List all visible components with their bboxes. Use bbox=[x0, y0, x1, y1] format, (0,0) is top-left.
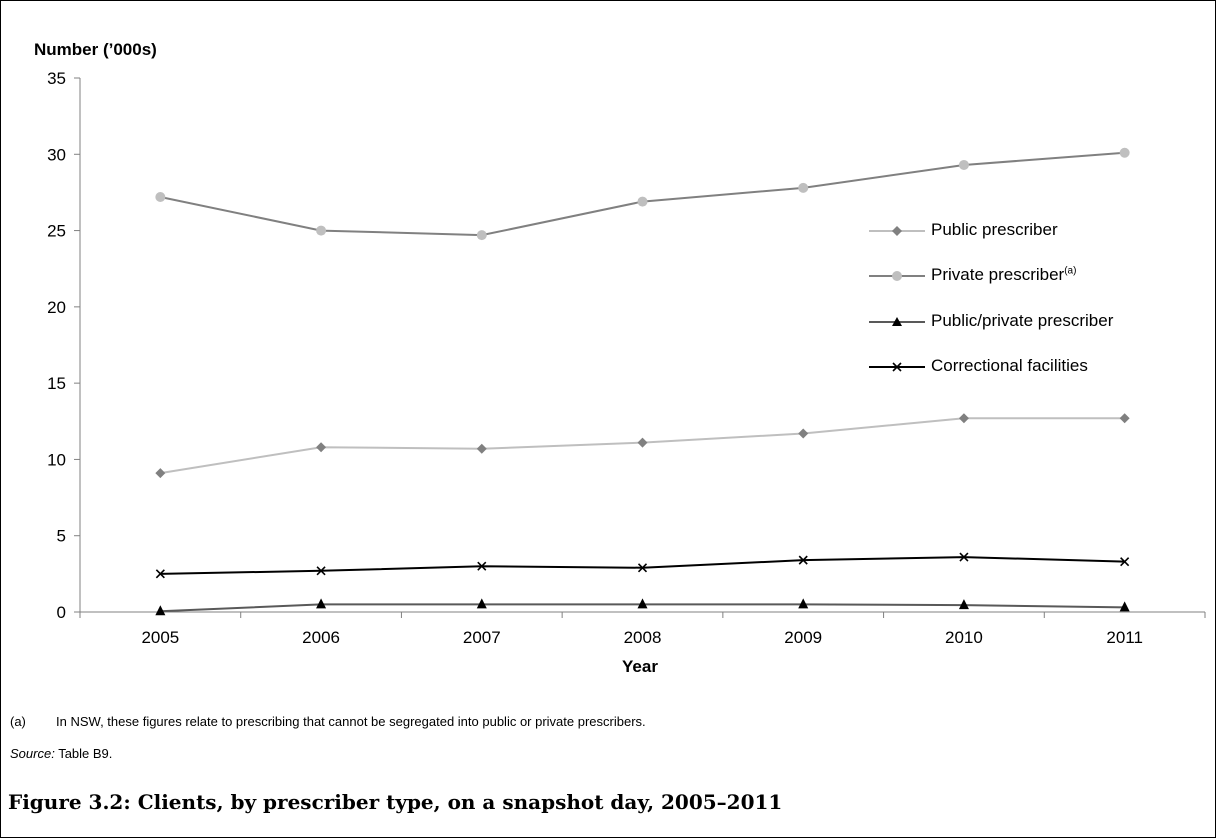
legend-superscript: (a) bbox=[1064, 265, 1077, 277]
y-tick-label: 15 bbox=[47, 374, 66, 393]
data-point-triangle bbox=[958, 599, 969, 610]
y-tick-label: 0 bbox=[57, 603, 66, 622]
data-point-diamond bbox=[155, 468, 166, 479]
x-tick-label: 2007 bbox=[463, 628, 501, 647]
data-point-triangle bbox=[155, 605, 166, 616]
legend-label: Correctional facilities bbox=[931, 356, 1088, 375]
footnote: (a) In NSW, these figures relate to presc… bbox=[10, 714, 646, 729]
x-tick-label: 2005 bbox=[141, 628, 179, 647]
data-point-triangle bbox=[798, 598, 809, 609]
data-point-diamond bbox=[798, 428, 809, 439]
data-point-circle bbox=[958, 159, 969, 170]
data-point-cross bbox=[637, 563, 648, 573]
data-point-circle bbox=[476, 230, 487, 241]
footnote-text: In NSW, these figures relate to prescrib… bbox=[56, 714, 646, 729]
data-point-diamond bbox=[637, 437, 648, 448]
figure-caption: Figure 3.2: Clients, by prescriber type,… bbox=[8, 790, 783, 814]
data-point-cross bbox=[959, 552, 969, 562]
data-point-circle bbox=[316, 225, 327, 236]
data-point-triangle bbox=[476, 598, 487, 609]
data-point-circle bbox=[798, 182, 809, 193]
data-point-cross bbox=[155, 569, 165, 579]
data-point-diamond bbox=[1119, 413, 1130, 424]
data-point-circle bbox=[155, 192, 166, 203]
data-point-diamond bbox=[316, 442, 327, 453]
data-point-triangle bbox=[637, 598, 648, 609]
source-note: Source: Table B9. bbox=[10, 746, 112, 761]
source-label: Source: bbox=[10, 746, 55, 761]
legend-swatch-cross-icon bbox=[869, 362, 925, 372]
series-line-3 bbox=[160, 556, 1125, 575]
data-point-triangle bbox=[1119, 601, 1130, 612]
legend-label: Public/private prescriber bbox=[931, 311, 1114, 330]
legend-swatch-triangle-icon bbox=[869, 317, 925, 326]
source-text: Table B9. bbox=[54, 746, 113, 761]
line-chart: 0 5 10 15 20 25 30 35 2005 2006 2007 2008 2009 2010 20… bbox=[47, 69, 1206, 647]
legend-label: Public prescriber bbox=[931, 220, 1058, 239]
data-point-circle bbox=[637, 196, 648, 207]
footnote-marker: (a) bbox=[10, 714, 26, 729]
y-tick-label: 20 bbox=[47, 298, 66, 317]
data-point-diamond bbox=[958, 413, 969, 424]
data-point-cross bbox=[477, 561, 487, 571]
data-point-cross bbox=[798, 555, 808, 565]
data-point-cross bbox=[1120, 557, 1130, 567]
data-point-cross bbox=[316, 566, 326, 576]
y-tick-label: 25 bbox=[47, 222, 66, 241]
x-tick-label: 2009 bbox=[784, 628, 822, 647]
x-tick-label: 2006 bbox=[302, 628, 340, 647]
legend-swatch-circle-icon bbox=[869, 271, 925, 281]
x-tick-label: 2010 bbox=[945, 628, 983, 647]
legend-label: Private prescriber(a) bbox=[931, 265, 1077, 284]
data-point-circle bbox=[1119, 147, 1130, 158]
y-tick-label: 5 bbox=[57, 527, 66, 546]
y-axis-title: Number (’000s) bbox=[34, 40, 157, 59]
data-point-diamond bbox=[476, 443, 487, 454]
y-tick-label: 10 bbox=[47, 450, 66, 469]
y-tick-label: 30 bbox=[47, 145, 66, 164]
legend-swatch-diamond-icon bbox=[869, 226, 925, 236]
x-axis-title: Year bbox=[622, 657, 658, 676]
x-tick-label: 2011 bbox=[1106, 628, 1143, 647]
x-tick-label: 2008 bbox=[624, 628, 662, 647]
data-point-triangle bbox=[316, 598, 327, 609]
y-tick-label: 35 bbox=[47, 69, 66, 88]
